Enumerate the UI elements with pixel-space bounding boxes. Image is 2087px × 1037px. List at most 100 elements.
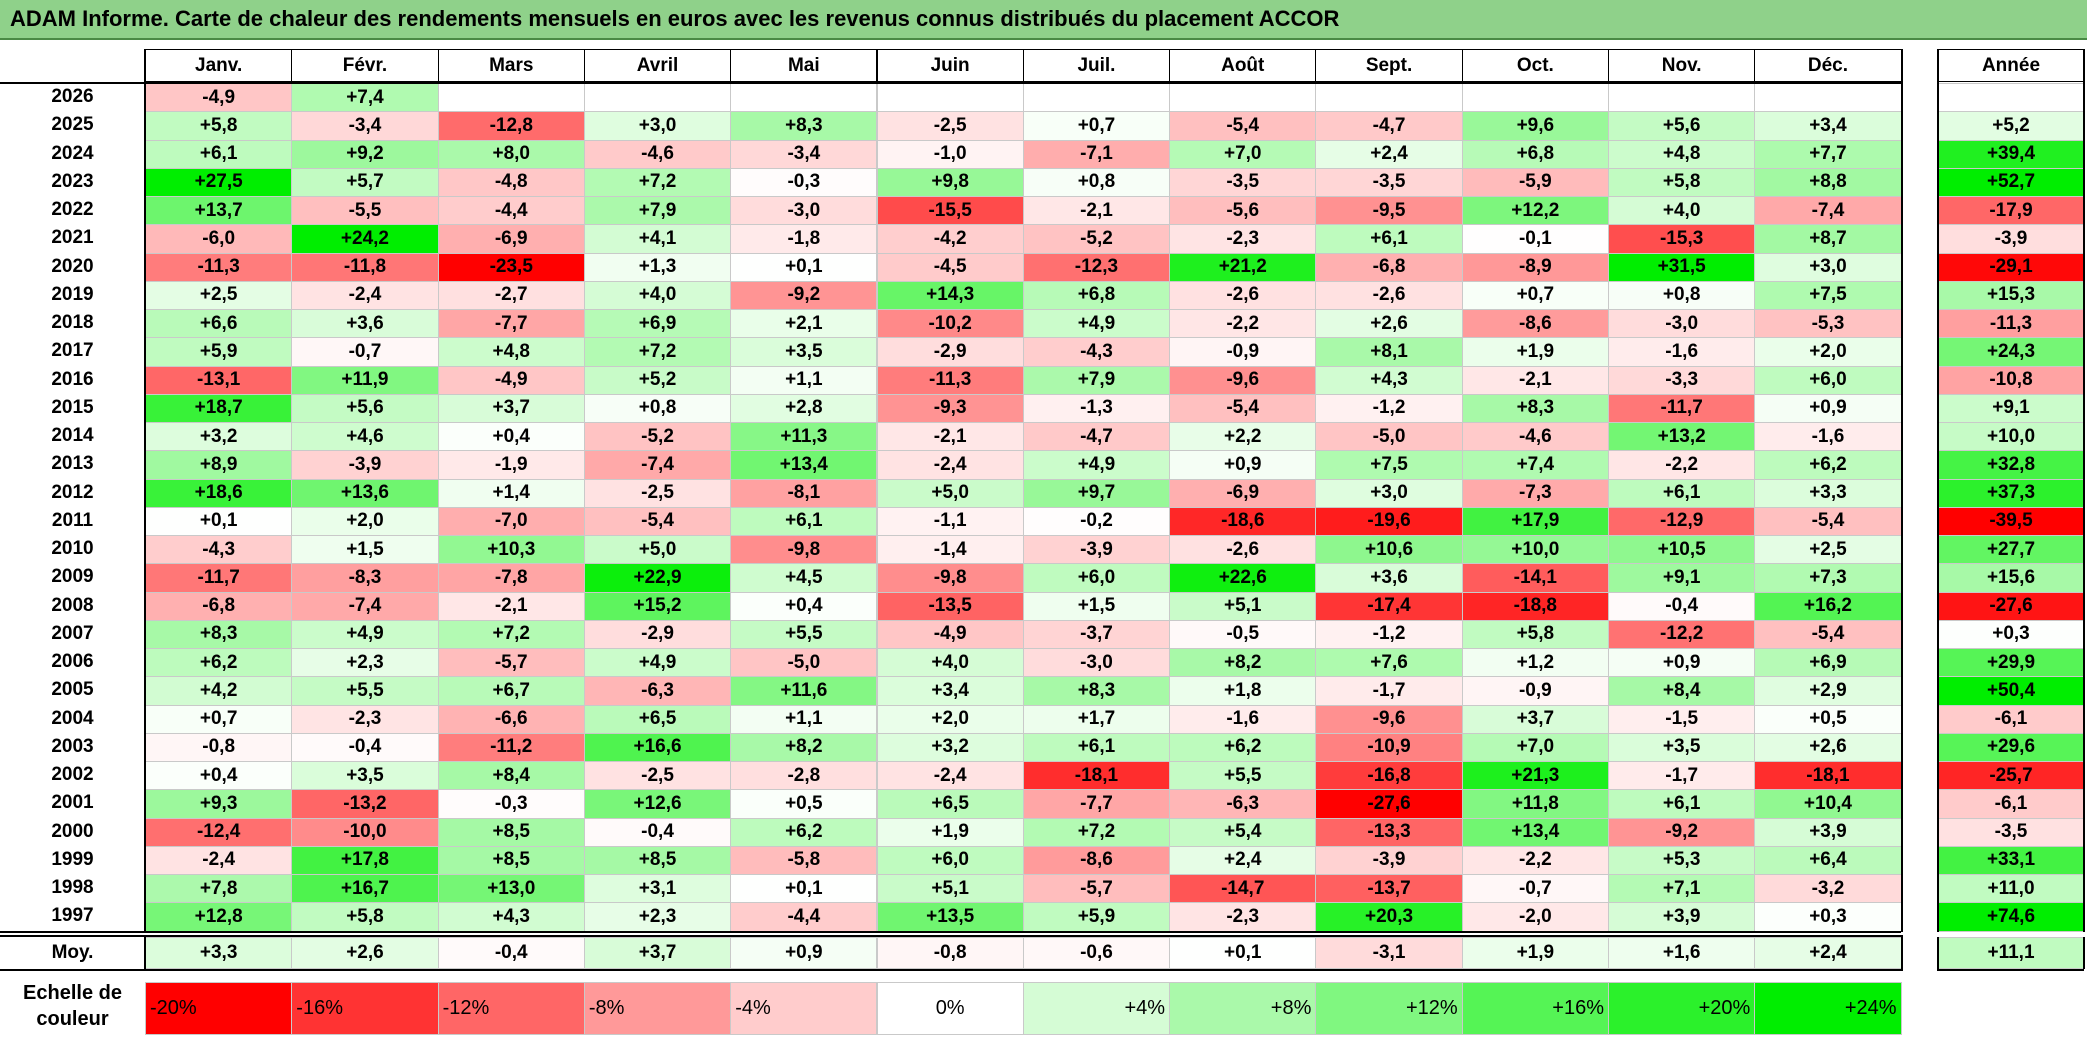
heatmap-cell: -2,5 bbox=[583, 761, 732, 791]
heatmap-cell: +2,5 bbox=[1754, 535, 1902, 565]
heatmap-cell: -9,5 bbox=[1315, 196, 1463, 226]
average-right-line bbox=[1900, 937, 1903, 969]
heatmap-cell: -4,7 bbox=[1315, 111, 1463, 141]
heatmap-cell: -6,3 bbox=[1169, 789, 1317, 819]
annual-cell: -29,1 bbox=[1938, 252, 2084, 282]
heatmap-cell: +2,0 bbox=[876, 704, 1024, 734]
heatmap-cell: +8,3 bbox=[1022, 676, 1171, 706]
average-cell: +2,4 bbox=[1754, 937, 1902, 969]
heatmap-cell: +13,0 bbox=[437, 874, 585, 904]
heatmap-cell: -18,8 bbox=[1461, 591, 1609, 621]
column-header-12: Déc. bbox=[1754, 49, 1902, 82]
heatmap-cell: +3,0 bbox=[583, 111, 732, 141]
heatmap-cell: -3,4 bbox=[291, 111, 439, 141]
heatmap-cell: -9,2 bbox=[730, 280, 878, 310]
heatmap-cell: +6,9 bbox=[583, 309, 732, 339]
annual-cell: +50,4 bbox=[1938, 676, 2084, 706]
color-scale-swatch: +8% bbox=[1169, 982, 1317, 1035]
heatmap-cell: -9,6 bbox=[1169, 365, 1317, 395]
color-scale-label-line1: Echelle de bbox=[23, 982, 122, 1004]
heatmap-cell: +2,8 bbox=[730, 393, 878, 423]
heatmap-cell: +3,4 bbox=[1754, 111, 1902, 141]
heatmap-cell: +0,3 bbox=[1754, 902, 1902, 932]
heatmap-cell: +3,2 bbox=[876, 732, 1024, 762]
heatmap-cell: +5,8 bbox=[145, 111, 293, 141]
heatmap-cell: -3,5 bbox=[1169, 167, 1317, 197]
heatmap-cell: +8,3 bbox=[145, 619, 293, 649]
heatmap-cell: +7,0 bbox=[1169, 139, 1317, 169]
heatmap-cell: -9,6 bbox=[1315, 704, 1463, 734]
heatmap-cell: -12,8 bbox=[437, 111, 585, 141]
heatmap-cell: +6,5 bbox=[876, 789, 1024, 819]
heatmap-cell: -1,0 bbox=[876, 139, 1024, 169]
heatmap-cell: +12,2 bbox=[1461, 196, 1609, 226]
heatmap-cell: +8,0 bbox=[437, 139, 585, 169]
heatmap-cell: -8,1 bbox=[730, 478, 878, 508]
heatmap-cell: +3,7 bbox=[1461, 704, 1609, 734]
heatmap-cell: +2,0 bbox=[1754, 337, 1902, 367]
heatmap-cell: -11,7 bbox=[145, 563, 293, 593]
year-label: 2013 bbox=[0, 450, 145, 479]
heatmap-cell: -11,7 bbox=[1608, 393, 1756, 423]
heatmap-cell: +11,8 bbox=[1461, 789, 1609, 819]
heatmap-cell: +13,5 bbox=[876, 902, 1024, 932]
heatmap-cell: +5,6 bbox=[291, 393, 439, 423]
average-bottom-line bbox=[0, 969, 1903, 971]
year-label: 1998 bbox=[0, 874, 145, 903]
heatmap-cell: -0,8 bbox=[145, 732, 293, 762]
column-header-9: Sept. bbox=[1315, 49, 1463, 82]
color-scale-swatch: -20% bbox=[145, 982, 293, 1035]
heatmap-cell: +5,6 bbox=[1608, 111, 1756, 141]
heatmap-cell: +21,2 bbox=[1169, 252, 1317, 282]
heatmap-cell: -5,4 bbox=[1754, 619, 1902, 649]
heatmap-cell: -5,4 bbox=[1754, 506, 1902, 536]
heatmap-cell: -7,3 bbox=[1461, 478, 1609, 508]
heatmap-cell: +12,8 bbox=[145, 902, 293, 932]
heatmap-cell: +0,8 bbox=[1022, 167, 1171, 197]
heatmap-cell: -2,3 bbox=[1169, 224, 1317, 254]
heatmap-cell: -2,2 bbox=[1461, 845, 1609, 875]
annual-cell: +5,2 bbox=[1938, 111, 2084, 141]
heatmap-cell: +13,4 bbox=[1461, 817, 1609, 847]
average-cell: +3,7 bbox=[583, 937, 732, 969]
heatmap-cell: +4,3 bbox=[437, 902, 585, 932]
heatmap-cell: +4,0 bbox=[876, 648, 1024, 678]
heatmap-cell: +8,9 bbox=[145, 450, 293, 480]
heatmap-cell: +0,4 bbox=[730, 591, 878, 621]
heatmap-cell: -1,7 bbox=[1608, 761, 1756, 791]
heatmap-cell: -2,9 bbox=[876, 337, 1024, 367]
heatmap-cell: +1,5 bbox=[291, 535, 439, 565]
heatmap-cell: -1,5 bbox=[1608, 704, 1756, 734]
year-label: 2018 bbox=[0, 309, 145, 338]
heatmap-cell: +1,4 bbox=[437, 478, 585, 508]
heatmap-cell: +4,8 bbox=[1608, 139, 1756, 169]
color-scale-label-line2: couleur bbox=[36, 1008, 109, 1030]
annual-cell: +15,3 bbox=[1938, 280, 2084, 310]
heatmap-cell: +6,4 bbox=[1754, 845, 1902, 875]
heatmap-cell: -7,4 bbox=[291, 591, 439, 621]
heatmap-cell: -2,5 bbox=[876, 111, 1024, 141]
heatmap-cell: +6,1 bbox=[145, 139, 293, 169]
heatmap-cell: +9,7 bbox=[1022, 478, 1171, 508]
heatmap-cell: +8,3 bbox=[1461, 393, 1609, 423]
heatmap-cell: -3,0 bbox=[1608, 309, 1756, 339]
heatmap-cell: -7,1 bbox=[1022, 139, 1171, 169]
color-scale-swatch: -12% bbox=[437, 982, 585, 1035]
heatmap-cell: -18,1 bbox=[1022, 761, 1171, 791]
heatmap-cell: +6,1 bbox=[1315, 224, 1463, 254]
heatmap-cell: -3,9 bbox=[1022, 535, 1171, 565]
heatmap-cell: +5,5 bbox=[1169, 761, 1317, 791]
annual-cell: +27,7 bbox=[1938, 535, 2084, 565]
heatmap-cell: +3,2 bbox=[145, 422, 293, 452]
heatmap-cell: +5,3 bbox=[1608, 845, 1756, 875]
heatmap-cell: -6,8 bbox=[145, 591, 293, 621]
heatmap-cell: -9,2 bbox=[1608, 817, 1756, 847]
heatmap-cell: -7,8 bbox=[437, 563, 585, 593]
heatmap-cell: +4,2 bbox=[145, 676, 293, 706]
heatmap-cell: +2,5 bbox=[145, 280, 293, 310]
heatmap-cell: +6,6 bbox=[145, 309, 293, 339]
average-annual-bottom-line bbox=[1937, 969, 2084, 971]
heatmap-cell: -11,2 bbox=[437, 732, 585, 762]
heatmap-cell: +8,2 bbox=[730, 732, 878, 762]
heatmap-cell: +5,5 bbox=[291, 676, 439, 706]
